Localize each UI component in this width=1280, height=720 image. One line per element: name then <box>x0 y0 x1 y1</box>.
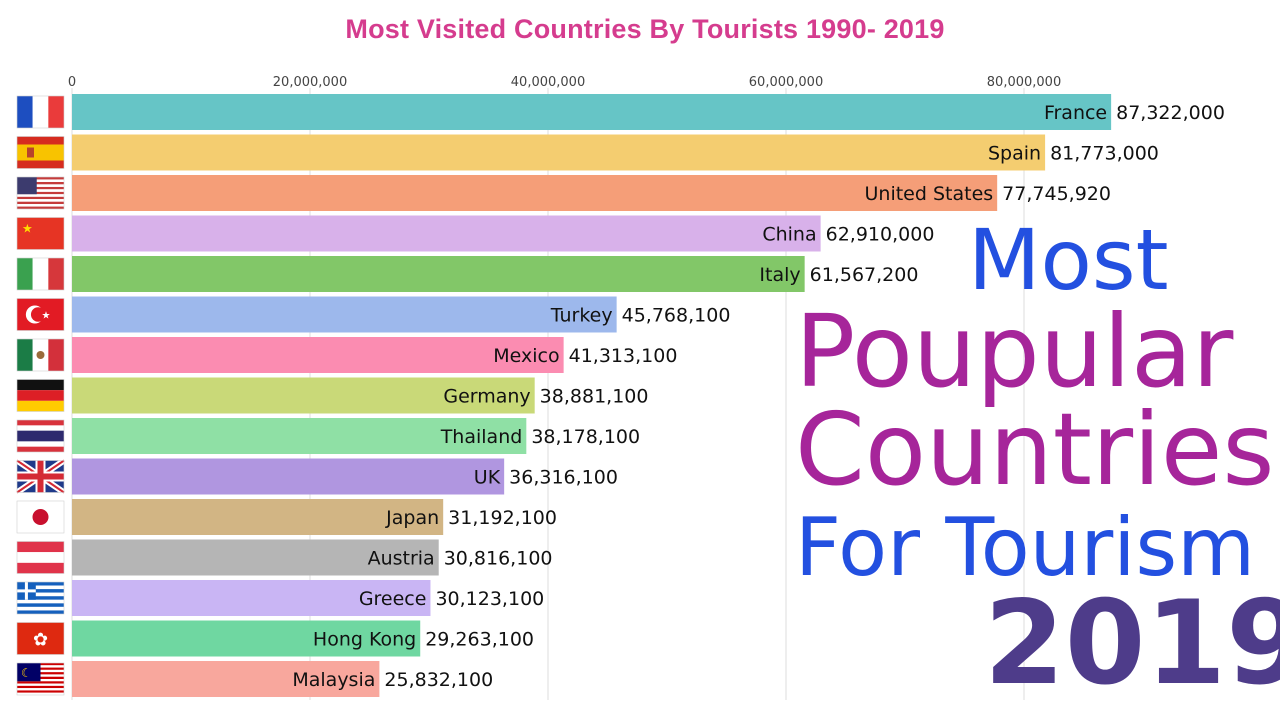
bar-value-label: 30,123,100 <box>435 588 544 610</box>
bar-value-label: 62,910,000 <box>826 224 935 246</box>
bar-austria <box>72 539 439 576</box>
france-flag <box>16 95 65 129</box>
x-tick-label: 20,000,000 <box>273 75 347 90</box>
x-tick-label: 40,000,000 <box>511 75 585 90</box>
bar-hong-kong <box>72 620 421 657</box>
bar-japan <box>72 499 444 535</box>
germany-flag <box>16 379 65 412</box>
bar-category-label: Malaysia <box>292 669 375 691</box>
turkey-flag: ★ <box>16 298 65 331</box>
bar-malaysia <box>72 661 380 697</box>
bar-value-label: 29,263,100 <box>425 629 534 651</box>
bar-italy <box>72 256 805 292</box>
bar-uk <box>72 458 505 495</box>
bar-germany <box>72 377 535 414</box>
bar-category-label: Hong Kong <box>313 629 416 651</box>
bar-category-label: Thailand <box>440 426 523 448</box>
bar-category-label: Italy <box>759 264 800 286</box>
china-flag: ★ <box>16 217 65 250</box>
bar-value-label: 87,322,000 <box>1116 102 1225 124</box>
bar-mexico <box>72 337 564 373</box>
svg-text:✿: ✿ <box>33 630 48 651</box>
hong-kong-flag: ✿ <box>16 622 65 655</box>
overlay-line-poupular: Poupular <box>795 293 1234 410</box>
bar-france <box>72 94 1112 130</box>
bar-value-label: 61,567,200 <box>810 264 919 286</box>
bar-china <box>72 215 821 252</box>
bar-value-label: 31,192,100 <box>448 507 557 529</box>
bar-value-label: 38,881,100 <box>540 386 649 408</box>
svg-text:★: ★ <box>41 311 50 322</box>
bar-category-label: China <box>762 224 816 246</box>
bar-greece <box>72 580 431 616</box>
spain-flag <box>16 136 65 169</box>
bar-value-label: 45,768,100 <box>622 305 731 327</box>
bar-category-label: Spain <box>988 143 1041 165</box>
bar-value-label: 25,832,100 <box>384 669 493 691</box>
bar-united-states <box>72 175 998 211</box>
usa-flag <box>16 176 65 210</box>
chart-title: Most Visited Countries By Tourists 1990-… <box>345 14 945 44</box>
x-tick-label: 80,000,000 <box>987 75 1061 90</box>
austria-flag <box>16 541 65 574</box>
bar-category-label: Turkey <box>550 305 613 327</box>
bar-category-label: Mexico <box>493 345 559 367</box>
bar-value-label: 38,178,100 <box>531 426 640 448</box>
bar-value-label: 30,816,100 <box>444 548 553 570</box>
bar-value-label: 77,745,920 <box>1002 183 1111 205</box>
bar-category-label: France <box>1044 102 1107 124</box>
svg-text:☾: ☾ <box>21 666 32 680</box>
mexico-flag <box>16 338 65 372</box>
overlay-line-most: Most <box>968 211 1169 309</box>
bar-category-label: Austria <box>368 548 435 570</box>
greece-flag <box>16 581 65 615</box>
bar-turkey <box>72 296 617 333</box>
bar-thailand <box>72 418 527 454</box>
svg-text:★: ★ <box>22 222 33 236</box>
bar-category-label: UK <box>474 467 501 489</box>
bar-category-label: United States <box>865 183 994 205</box>
bar-value-label: 41,313,100 <box>569 345 678 367</box>
japan-flag <box>16 500 65 534</box>
overlay-line-countries: Countries <box>795 391 1275 508</box>
x-tick-label: 0 <box>68 75 76 90</box>
thailand-flag <box>16 419 65 453</box>
bar-value-label: 81,773,000 <box>1050 143 1159 165</box>
overlay-year: 2019 <box>984 576 1280 711</box>
uk-flag <box>15 458 66 495</box>
italy-flag <box>16 257 65 291</box>
malaysia-flag: ☾ <box>16 662 65 696</box>
bar-category-label: Germany <box>443 386 530 408</box>
bar-category-label: Greece <box>359 588 427 610</box>
bar-value-label: 36,316,100 <box>509 467 618 489</box>
x-tick-label: 60,000,000 <box>749 75 823 90</box>
bar-category-label: Japan <box>385 507 439 529</box>
bar-spain <box>72 134 1046 171</box>
overlay-line-tourism: For Tourism <box>795 501 1256 594</box>
